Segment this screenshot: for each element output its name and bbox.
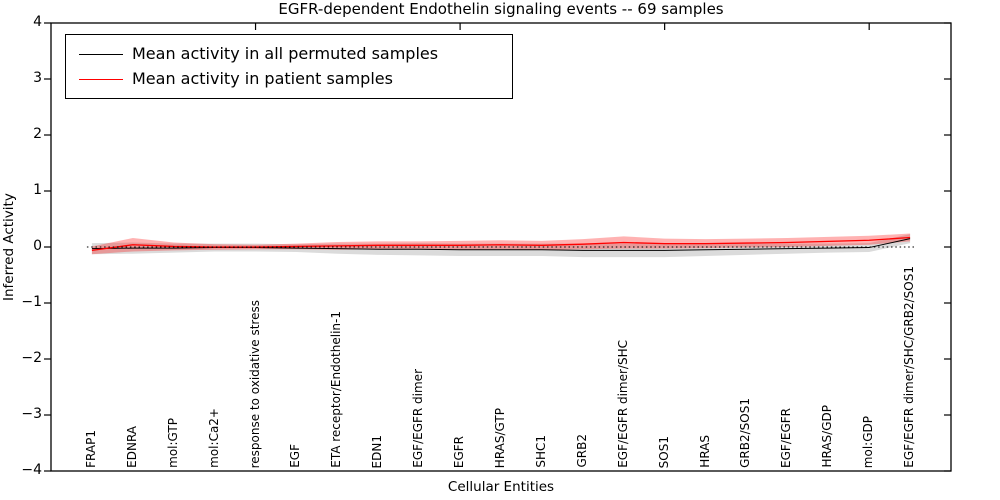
x-tick-label: ETA receptor/Endothelin-1 [329,311,344,468]
legend-label-patient: Mean activity in patient samples [132,69,393,88]
x-axis-label: Cellular Entities [447,479,555,495]
chart-title: EGFR-dependent Endothelin signaling even… [278,0,724,18]
y-tick-label: −3 [21,406,42,422]
x-tick-label: EGF/EGFR [779,408,794,468]
x-tick-label: response to oxidative stress [247,299,262,468]
x-tick-label: SHC1 [533,435,548,468]
x-tick-label: EGF/EGFR dimer [411,369,426,468]
x-tick-label: GRB2/SOS1 [738,398,753,468]
x-tick-label: mol:Ca2+ [206,408,221,468]
patient-band [91,233,911,255]
x-tick-label: EGFR [452,435,467,468]
x-tick-label: mol:GDP [861,415,876,468]
x-tick-label: EGF/EGFR dimer/SHC [615,340,630,468]
y-tick-label: −4 [21,462,42,478]
legend-label-permuted: Mean activity in all permuted samples [132,44,439,63]
x-tick-label: HRAS/GDP [820,405,835,468]
permuted-band [91,234,911,258]
y-tick-label: −1 [21,294,42,310]
x-tick-label: FRAP1 [83,430,98,468]
legend-entry-patient: Mean activity in patient samples [66,70,512,88]
legend: Mean activity in all permuted samples Me… [65,34,513,99]
x-tick-label: EGF/EGFR dimer/SHC/GRB2/SOS1 [902,266,917,468]
y-tick-label: 4 [33,14,42,30]
permuted-line-sample [79,53,123,55]
x-tick-label: GRB2 [574,434,589,468]
x-tick-label: HRAS [697,435,712,468]
legend-entry-permuted: Mean activity in all permuted samples [66,45,512,63]
axes-frame [50,22,952,472]
x-tick-label: mol:GTP [165,418,180,468]
y-tick-label: 0 [33,238,42,254]
x-tick-label: EDNRA [124,426,139,468]
x-tick-label: HRAS/GTP [493,407,507,468]
x-tick-label: EGF [288,444,303,468]
y-tick-label: 2 [33,126,42,142]
y-tick-label: −2 [21,350,42,366]
patient-mean-line [91,236,911,252]
x-tick-label: EDN1 [370,434,385,468]
y-tick-label: 3 [33,70,42,86]
y-tick-label: 1 [33,182,42,198]
x-tick-label: SOS1 [656,435,671,468]
patient-line-sample [79,78,123,80]
